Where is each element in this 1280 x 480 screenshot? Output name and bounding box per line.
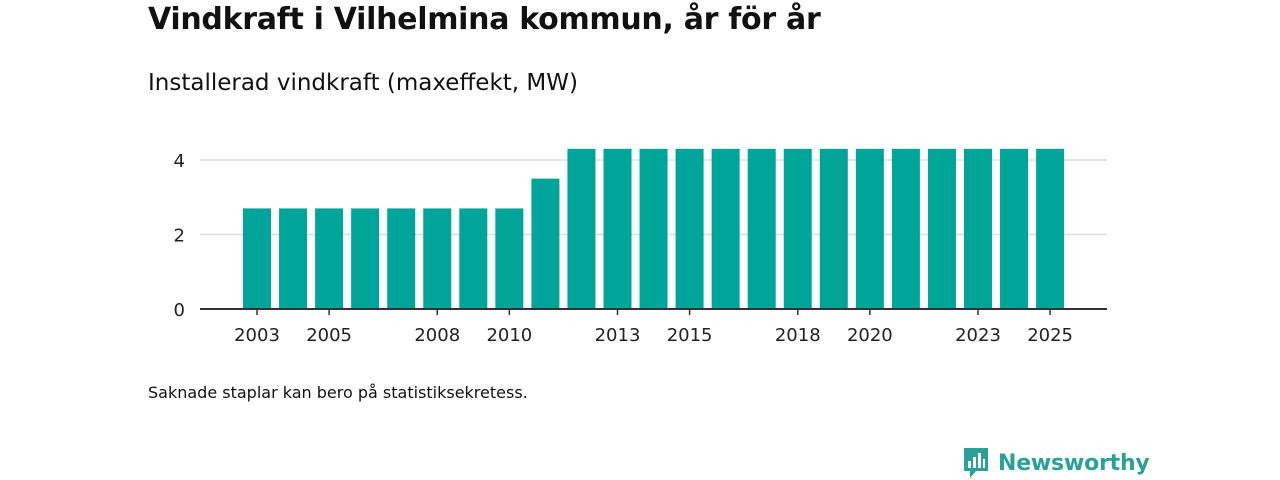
bar-2009 (459, 208, 488, 309)
bar-2006 (351, 208, 380, 309)
bar-2017 (747, 148, 776, 309)
x-tick-label-2025: 2025 (1027, 325, 1073, 346)
chart-title: Vindkraft i Vilhelmina kommun, år för år (148, 2, 821, 37)
bar-2018 (783, 148, 812, 309)
bar-2024 (1000, 148, 1029, 309)
bar-2013 (603, 148, 632, 309)
bars (243, 148, 1065, 309)
bar-2003 (243, 208, 271, 309)
bar-2014 (639, 148, 668, 309)
y-tick-labels: 0 2 4 (174, 151, 185, 321)
bar-2022 (927, 148, 956, 309)
x-tick-label-2010: 2010 (486, 325, 532, 346)
bar-2005 (315, 208, 344, 309)
bar-2019 (819, 148, 848, 309)
bar-chart: 0 2 4 2003 2005 2008 2010 2013 2015 2018 2020 2023… (174, 148, 1107, 346)
bar-2025 (1036, 148, 1065, 309)
bar-2007 (387, 208, 416, 309)
x-tick-label-2015: 2015 (667, 325, 713, 346)
footnote: Saknade staplar kan bero på statistiksek… (148, 383, 528, 402)
newsworthy-logo-icon (964, 448, 988, 478)
bar-2015 (675, 148, 704, 309)
brand-logo[interactable]: Newsworthy (962, 446, 1150, 480)
bar-2008 (423, 208, 452, 309)
y-tick-label-0: 0 (174, 300, 185, 321)
y-tick-label-4: 4 (174, 151, 185, 172)
bar-2011 (531, 178, 560, 309)
bar-2021 (891, 148, 920, 309)
x-tick-label-2008: 2008 (414, 325, 460, 346)
x-tick-label-2020: 2020 (847, 325, 893, 346)
bar-2012 (567, 148, 596, 309)
brand-name: Newsworthy (998, 450, 1150, 476)
bar-2020 (855, 148, 884, 309)
x-tick-label-2003: 2003 (234, 325, 280, 346)
chart-subtitle: Installerad vindkraft (maxeffekt, MW) (148, 70, 578, 96)
x-tick-labels: 2003 2005 2008 2010 2013 2015 2018 2020 2023 2025 (234, 309, 1073, 346)
bar-2004 (279, 208, 308, 309)
x-tick-label-2005: 2005 (306, 325, 352, 346)
y-tick-label-2: 2 (174, 226, 185, 247)
bar-2010 (495, 208, 524, 309)
bar-2016 (711, 148, 740, 309)
x-tick-label-2023: 2023 (955, 325, 1001, 346)
bar-2023 (964, 148, 992, 309)
x-tick-label-2018: 2018 (775, 325, 821, 346)
x-tick-label-2013: 2013 (595, 325, 641, 346)
